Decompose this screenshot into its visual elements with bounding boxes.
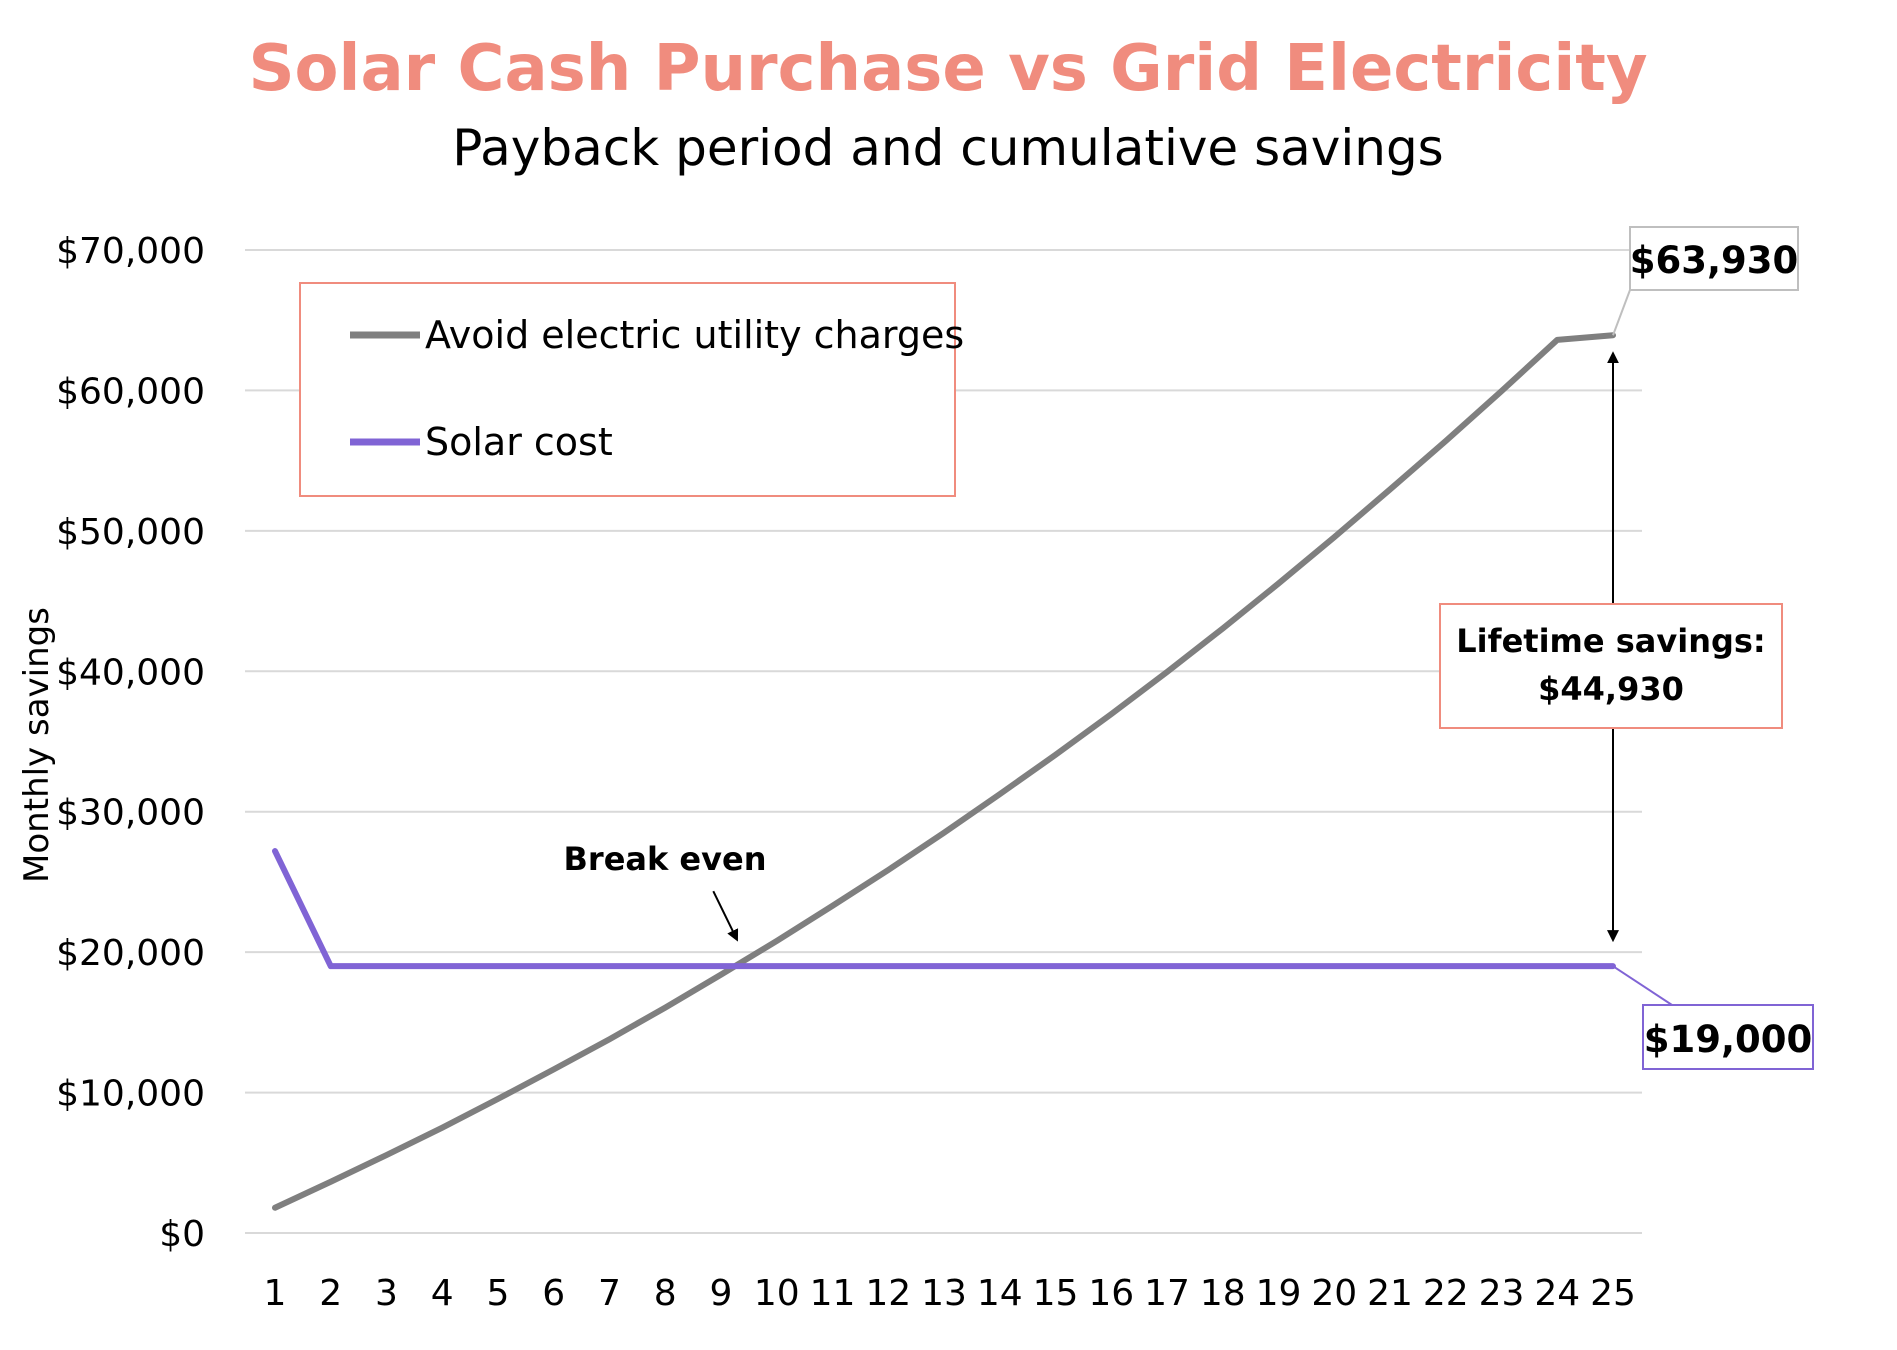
x-tick-label: 15 [1033,1273,1079,1314]
y-tick-label: $30,000 [56,793,205,834]
legend-label-utility: Avoid electric utility charges [425,313,964,357]
series-group [272,332,1616,1211]
x-tick-label: 18 [1200,1273,1246,1314]
x-tick-label: 13 [921,1273,967,1314]
legend-label-solar: Solar cost [425,420,613,464]
legend-box [299,282,956,497]
x-tick-label: 9 [710,1273,733,1314]
end-label-utility-leader [1612,289,1631,336]
end-label-solar-leader [1612,965,1713,1006]
x-tick-label: 25 [1590,1273,1636,1314]
x-tick-label: 23 [1479,1273,1525,1314]
chart-title: Solar Cash Purchase vs Grid Electricity [248,32,1647,106]
legend: Avoid electric utility charges Solar cos… [299,282,964,497]
series-line-solar [272,848,1616,970]
x-tick-label: 2 [319,1273,342,1314]
lifetime-savings-annotation: Lifetime savings: $44,930 [1439,351,1783,943]
break-even-arrow [712,890,739,942]
savings-box [1439,603,1783,729]
x-tick-label: 10 [754,1273,800,1314]
x-tick-label: 6 [542,1273,565,1314]
x-tick-label: 21 [1367,1273,1413,1314]
series-line-utility [272,332,1616,1211]
end-label-utility-box [1629,226,1799,291]
x-tick-label: 12 [865,1273,911,1314]
y-tick-label: $60,000 [56,371,205,412]
x-tick-label: 11 [810,1273,856,1314]
chart-subtitle: Payback period and cumulative savings [452,119,1443,177]
y-tick-label: $0 [159,1214,205,1255]
x-tick-label: 4 [431,1273,454,1314]
break-even-annotation: Break even [564,840,767,942]
x-tick-label: 3 [375,1273,398,1314]
x-tick-label: 8 [654,1273,677,1314]
y-tick-label: $20,000 [56,933,205,974]
x-tick-label: 7 [598,1273,621,1314]
x-tick-label: 17 [1144,1273,1190,1314]
end-label-utility-text: $63,930 [1630,239,1799,282]
x-tick-label: 20 [1311,1273,1357,1314]
end-label-utility: $63,930 [1612,226,1799,336]
end-label-solar-text: $19,000 [1644,1018,1813,1061]
y-tick-label: $10,000 [56,1074,205,1115]
x-tick-label: 1 [264,1273,287,1314]
y-axis-ticks: $0 $10,000 $20,000 $30,000 $40,000 $50,000 $60… [56,231,205,1255]
x-tick-label: 16 [1088,1273,1134,1314]
end-label-solar: $19,000 [1612,965,1814,1070]
x-tick-label: 5 [487,1273,510,1314]
x-axis-ticks: 1 2 3 4 5 6 7 8 9 10 11 12 13 14 15 16 17 18 19 20 21 22 23 24 2… [264,1273,1636,1314]
savings-label-line1: Lifetime savings: [1456,622,1765,660]
y-axis-label: Monthly savings [17,607,57,883]
y-tick-label: $40,000 [56,652,205,693]
savings-label-line2: $44,930 [1538,670,1684,708]
y-tick-label: $50,000 [56,512,205,553]
x-tick-label: 14 [977,1273,1023,1314]
y-tick-label: $70,000 [56,231,205,272]
x-tick-label: 19 [1256,1273,1302,1314]
x-tick-label: 22 [1423,1273,1469,1314]
x-tick-label: 24 [1534,1273,1580,1314]
end-label-solar-box [1642,1004,1814,1070]
break-even-label: Break even [564,840,767,878]
